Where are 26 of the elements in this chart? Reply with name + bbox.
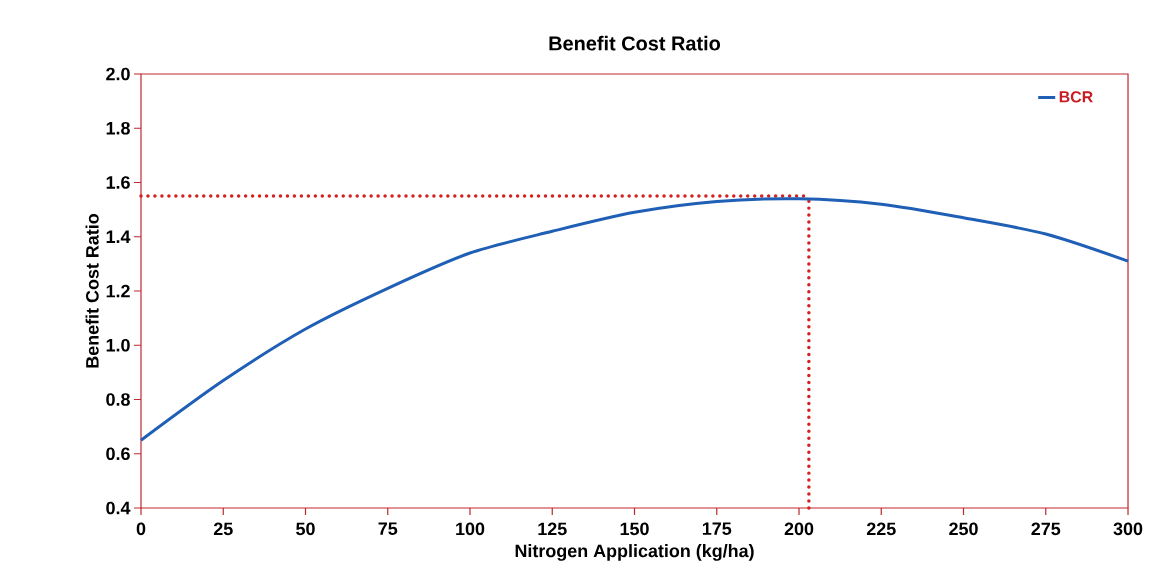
y-tick-label: 0.6 xyxy=(106,447,130,461)
y-tick-label: 0.8 xyxy=(106,393,130,406)
y-tick-label: 1.4 xyxy=(106,230,131,243)
x-tick-label: 250 xyxy=(949,522,978,536)
x-tick-label: 25 xyxy=(213,522,233,536)
x-axis-title: Nitrogen Application (kg/ha) xyxy=(515,544,754,561)
y-axis-title: Benefit Cost Ratio xyxy=(85,214,99,368)
x-tick-label: 100 xyxy=(456,522,485,536)
x-tick-label: 125 xyxy=(538,522,567,536)
y-tick-label: 2.0 xyxy=(106,67,130,81)
x-tick-label: 275 xyxy=(1031,522,1061,536)
x-tick-label: 175 xyxy=(702,522,732,536)
x-tick-label: 0 xyxy=(136,522,146,536)
y-tick-label: 1.0 xyxy=(106,338,130,352)
legend-label: BCR xyxy=(1059,91,1093,103)
y-tick-label: 1.8 xyxy=(106,121,130,135)
x-tick-label: 150 xyxy=(620,522,649,536)
x-tick-label: 200 xyxy=(784,522,814,536)
y-tick-label: 0.4 xyxy=(106,501,131,515)
y-tick-label: 1.6 xyxy=(106,176,130,189)
x-tick-label: 75 xyxy=(378,522,398,536)
x-tick-label: 225 xyxy=(866,522,896,536)
y-tick-label: 1.2 xyxy=(106,284,130,298)
x-tick-label: 50 xyxy=(296,522,315,536)
x-tick-label: 300 xyxy=(1113,522,1143,536)
chart-title: Benefit Cost Ratio xyxy=(549,35,721,51)
